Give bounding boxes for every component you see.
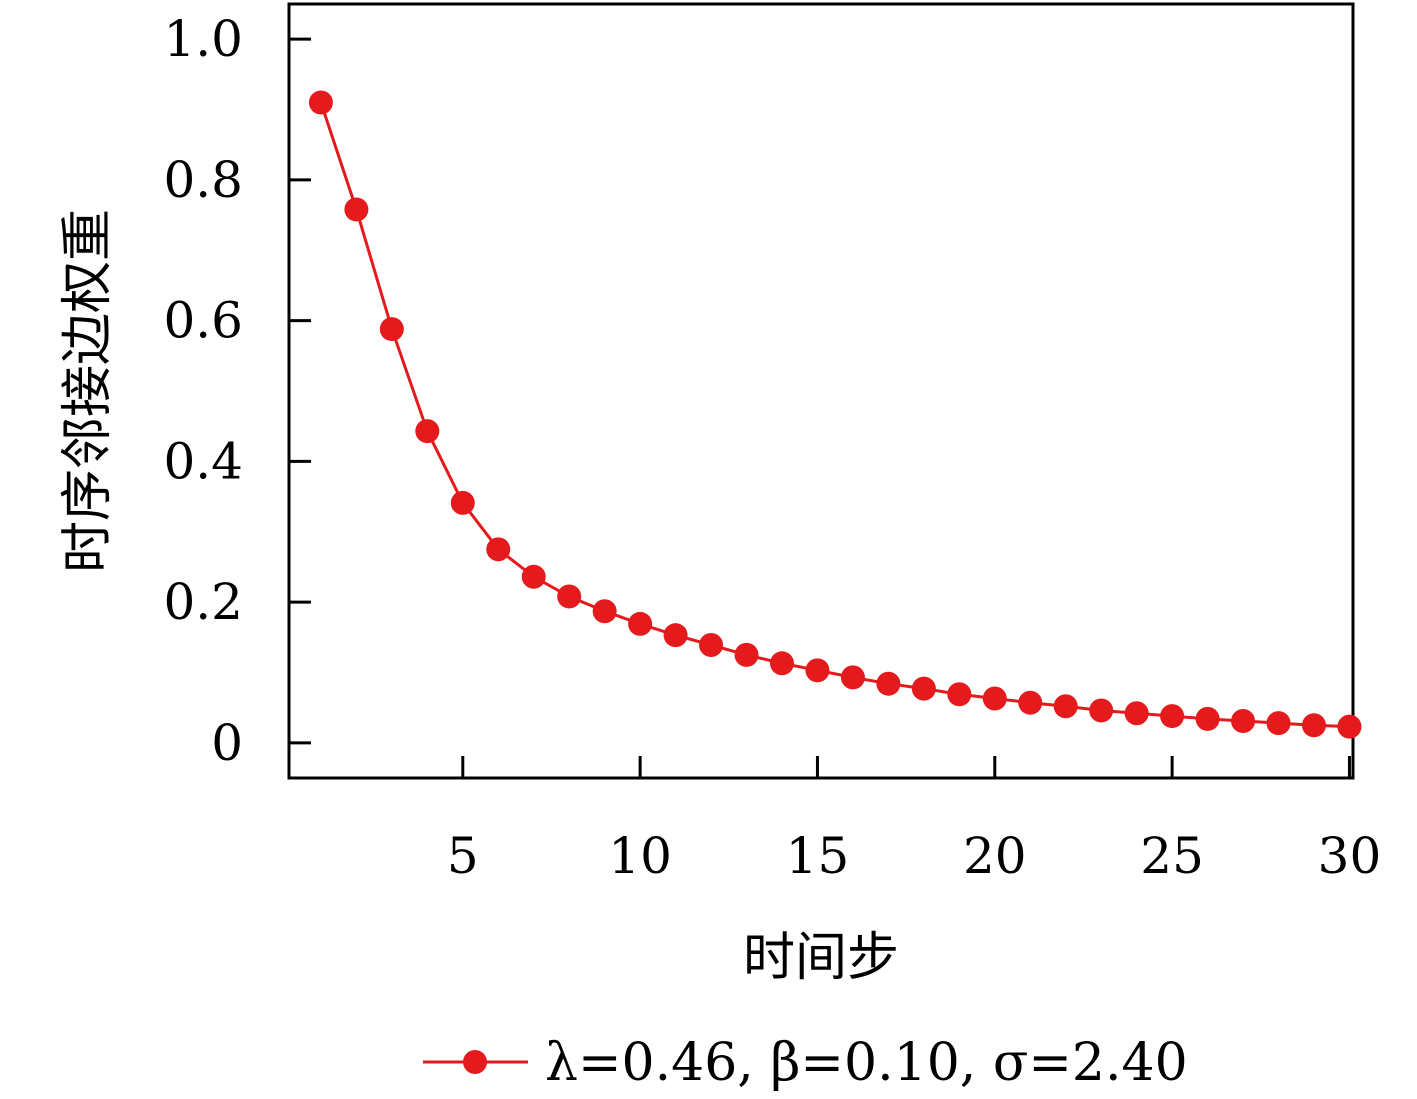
data-point bbox=[379, 317, 404, 342]
data-point bbox=[1195, 706, 1220, 731]
data-point bbox=[1301, 713, 1326, 738]
x-tick-label: 25 bbox=[1140, 827, 1204, 885]
y-tick-label: 0.6 bbox=[163, 292, 243, 350]
data-point bbox=[947, 682, 972, 707]
data-point bbox=[628, 611, 653, 636]
data-point bbox=[1124, 701, 1149, 726]
data-point bbox=[344, 197, 369, 222]
data-point bbox=[1053, 694, 1078, 719]
x-tick-label: 30 bbox=[1318, 827, 1382, 885]
data-point bbox=[1266, 711, 1291, 736]
y-axis-ticks: 0 0.2 0.4 0.6 0.8 1.0 bbox=[163, 10, 311, 772]
data-point bbox=[876, 671, 901, 696]
data-point bbox=[734, 642, 759, 667]
plot-frame bbox=[287, 2, 1355, 780]
series-line bbox=[319, 102, 1350, 729]
y-tick-label: 0.4 bbox=[163, 432, 243, 490]
data-point bbox=[1160, 704, 1185, 729]
data-point bbox=[1089, 698, 1114, 723]
y-axis-title: 时序邻接边权重 bbox=[58, 209, 118, 573]
y-tick-label: 0.2 bbox=[163, 573, 243, 631]
x-tick-label: 5 bbox=[447, 827, 479, 885]
data-point bbox=[982, 686, 1007, 711]
data-point bbox=[592, 599, 617, 624]
y-tick-label: 0.8 bbox=[163, 151, 243, 209]
data-point bbox=[308, 90, 333, 115]
data-point bbox=[699, 633, 724, 658]
data-point bbox=[486, 537, 511, 562]
data-point bbox=[663, 623, 688, 648]
data-point bbox=[805, 658, 830, 683]
x-tick-label: 15 bbox=[786, 827, 850, 885]
x-tick-label: 20 bbox=[963, 827, 1027, 885]
data-point bbox=[1231, 709, 1256, 734]
data-point bbox=[769, 651, 794, 676]
data-point bbox=[1018, 690, 1043, 715]
x-axis-title: 时间步 bbox=[743, 928, 899, 988]
y-tick-label: 0 bbox=[211, 714, 243, 772]
legend: λ=0.46, β=0.10, σ=2.40 bbox=[423, 1033, 1188, 1093]
legend-label: λ=0.46, β=0.10, σ=2.40 bbox=[545, 1033, 1188, 1093]
data-point bbox=[521, 564, 546, 589]
data-point bbox=[911, 676, 936, 701]
x-axis-ticks: 5 10 15 20 25 30 bbox=[447, 756, 1381, 885]
data-point bbox=[415, 419, 440, 444]
data-point bbox=[557, 584, 582, 609]
data-point bbox=[1337, 714, 1362, 739]
data-point bbox=[840, 665, 865, 690]
data-point bbox=[450, 490, 475, 515]
y-tick-label: 1.0 bbox=[163, 10, 243, 68]
series-points bbox=[308, 90, 1362, 739]
x-tick-label: 10 bbox=[608, 827, 672, 885]
legend-marker-swatch bbox=[463, 1050, 487, 1074]
